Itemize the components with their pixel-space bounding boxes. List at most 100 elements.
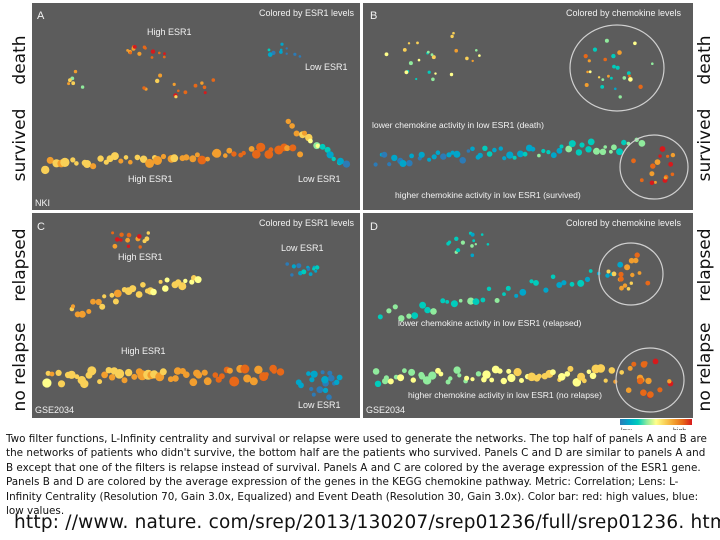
network-node	[618, 276, 624, 282]
network-node	[71, 81, 76, 86]
network-node	[139, 155, 148, 163]
network-node	[315, 265, 320, 270]
network-node	[202, 85, 207, 90]
network-node	[654, 159, 661, 166]
network-node	[331, 156, 336, 162]
network-node	[398, 315, 405, 322]
network-node	[612, 64, 616, 69]
network-node	[87, 366, 97, 376]
network-node	[588, 269, 593, 273]
network-node	[211, 78, 216, 82]
network-node	[638, 84, 643, 90]
panel-d-highlight-circle-bottom	[615, 347, 685, 413]
network-node	[111, 231, 115, 235]
network-node	[470, 244, 474, 248]
network-node	[223, 153, 228, 158]
network-node	[320, 370, 325, 375]
network-node	[162, 285, 169, 292]
network-node	[568, 140, 576, 148]
panel-c-title: Colored by ESR1 levels	[259, 218, 355, 228]
network-node	[586, 369, 592, 375]
network-node	[67, 82, 71, 86]
network-node	[406, 313, 412, 319]
network-node	[256, 142, 266, 152]
network-node	[60, 157, 70, 167]
network-node	[284, 145, 291, 152]
network-node	[119, 232, 124, 237]
network-node	[519, 288, 527, 296]
network-node	[449, 72, 454, 77]
network-node	[254, 365, 263, 374]
panel-c-label-low-esr1-bottom: Low ESR1	[298, 400, 341, 410]
network-node	[564, 371, 571, 377]
network-node	[90, 298, 96, 305]
network-node	[645, 280, 651, 286]
network-node	[556, 147, 563, 154]
network-node	[276, 368, 285, 376]
network-node	[306, 371, 311, 376]
network-node	[119, 238, 123, 242]
network-node	[212, 148, 222, 158]
network-node	[308, 138, 313, 144]
network-node	[158, 73, 163, 78]
network-node	[550, 274, 556, 280]
network-node	[285, 262, 290, 266]
network-node	[219, 373, 225, 380]
network-node	[279, 48, 283, 52]
network-node	[316, 386, 324, 394]
network-node	[587, 59, 591, 63]
network-node	[622, 283, 628, 288]
network-node	[408, 61, 413, 66]
network-node	[78, 310, 86, 318]
network-node	[57, 380, 66, 388]
network-node	[446, 241, 450, 246]
network-node	[454, 48, 459, 53]
network-node	[667, 379, 672, 384]
network-node	[112, 243, 118, 249]
network-node	[67, 370, 76, 379]
network-node	[124, 368, 133, 377]
network-node	[150, 56, 154, 59]
network-node	[322, 387, 329, 394]
network-node	[337, 157, 344, 165]
network-node	[229, 376, 240, 387]
network-node	[639, 178, 644, 183]
network-node	[435, 150, 441, 155]
network-node	[109, 292, 115, 298]
panel-a-title: Colored by ESR1 levels	[259, 8, 355, 18]
network-node	[619, 285, 624, 291]
network-node	[231, 151, 237, 157]
network-node	[416, 41, 419, 45]
network-node	[505, 285, 511, 291]
network-node	[293, 130, 300, 137]
network-node	[440, 153, 447, 160]
network-node	[417, 58, 421, 62]
network-node	[614, 87, 617, 91]
network-node	[123, 155, 129, 160]
source-url[interactable]: http: //www. nature. com/srep/2013/13020…	[14, 512, 720, 533]
network-node	[626, 71, 631, 76]
network-node	[203, 91, 207, 95]
network-node	[140, 282, 146, 288]
network-node	[86, 309, 92, 314]
network-node	[470, 377, 475, 382]
network-node	[142, 239, 147, 244]
panel-b-label-lower: lower chemokine activity in low ESR1 (de…	[372, 120, 544, 130]
network-node	[536, 373, 542, 379]
network-node	[593, 147, 600, 155]
network-nodes	[41, 31, 676, 401]
network-node	[459, 157, 467, 164]
network-node	[624, 264, 631, 271]
network-node	[183, 90, 188, 95]
network-node	[453, 366, 461, 374]
network-node	[480, 233, 484, 236]
network-node	[112, 298, 119, 305]
network-node	[452, 31, 455, 35]
network-node	[172, 375, 179, 382]
network-node	[142, 45, 147, 49]
network-node	[513, 368, 522, 377]
network-node	[638, 140, 646, 147]
network-node	[327, 370, 333, 376]
network-node	[296, 263, 302, 269]
network-node	[326, 394, 332, 401]
